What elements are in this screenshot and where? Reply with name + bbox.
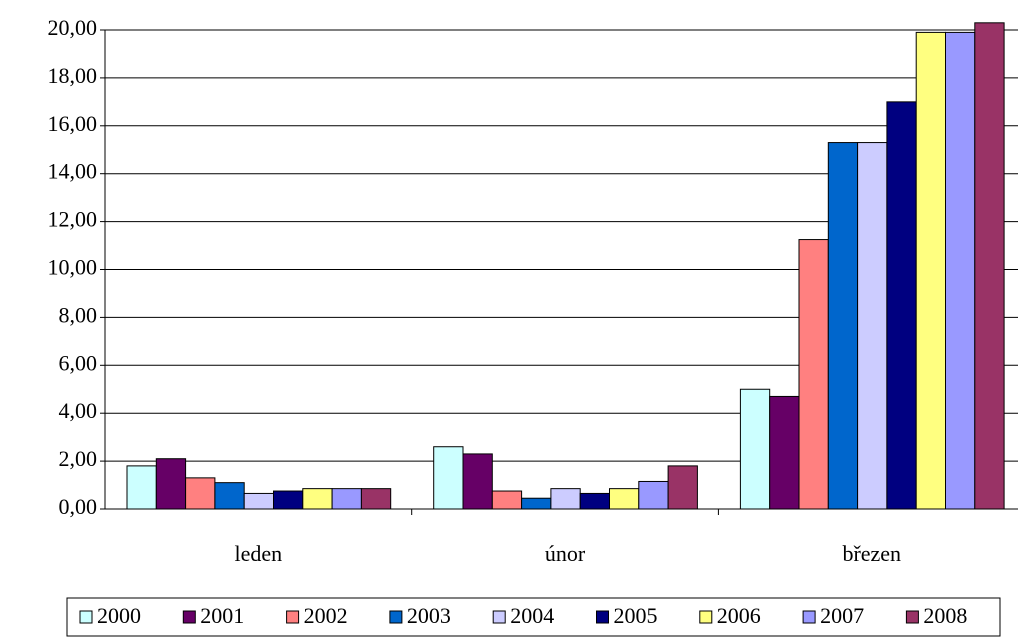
bar [491,490,523,510]
y-tick-label: 6,00 [59,350,98,375]
bar [550,488,581,510]
legend-label: 2008 [923,603,967,628]
y-tick-label: 14,00 [48,159,98,184]
legend-label: 2000 [97,603,141,628]
legend-swatch [699,610,713,624]
legend-label: 2002 [304,603,348,628]
bar [739,388,771,510]
legend-swatch [802,610,816,624]
y-tick-label: 4,00 [59,398,98,423]
legend-swatch [286,610,300,624]
x-tick-label: leden [235,541,283,566]
bar [273,490,304,510]
bar [155,458,187,510]
y-tick-label: 12,00 [48,207,98,232]
x-tick-label: únor [545,541,586,566]
bar [243,492,274,510]
bar [827,142,859,510]
y-tick-label: 20,00 [48,15,98,40]
bar [857,142,888,510]
bar [638,480,669,510]
bar [126,465,157,510]
y-tick-label: 8,00 [59,302,98,327]
bar [185,477,216,510]
legend-label: 2003 [407,603,451,628]
x-tick-label: březen [842,541,901,566]
legend-label: 2005 [614,603,658,628]
y-tick-label: 0,00 [59,494,98,519]
legend-swatch [182,610,196,624]
bar [579,492,611,510]
bar [915,31,947,510]
legend-swatch [389,610,403,624]
bar [886,101,917,510]
legend-swatch [492,610,506,624]
legend-swatch [596,610,609,624]
bar [521,497,552,510]
y-tick-label: 16,00 [48,111,98,136]
bar [609,488,640,510]
bar [667,465,698,510]
y-tick-label: 10,00 [48,255,98,280]
bar [214,482,245,510]
legend-label: 2006 [717,603,761,628]
bar [945,31,976,510]
legend-swatch [79,610,93,624]
bar [331,488,362,510]
legend-swatch [905,610,919,624]
bar [798,239,829,510]
y-tick-label: 18,00 [48,63,98,88]
y-tick-label: 2,00 [59,446,98,471]
bar [433,446,464,510]
legend-box [66,597,1001,637]
bar [974,22,1005,510]
legend-label: 2007 [820,603,864,628]
legend-label: 2001 [200,603,244,628]
legend-label: 2004 [510,603,554,628]
bar [302,488,333,510]
bar [769,395,800,510]
bar [360,488,392,510]
bar [462,453,493,510]
